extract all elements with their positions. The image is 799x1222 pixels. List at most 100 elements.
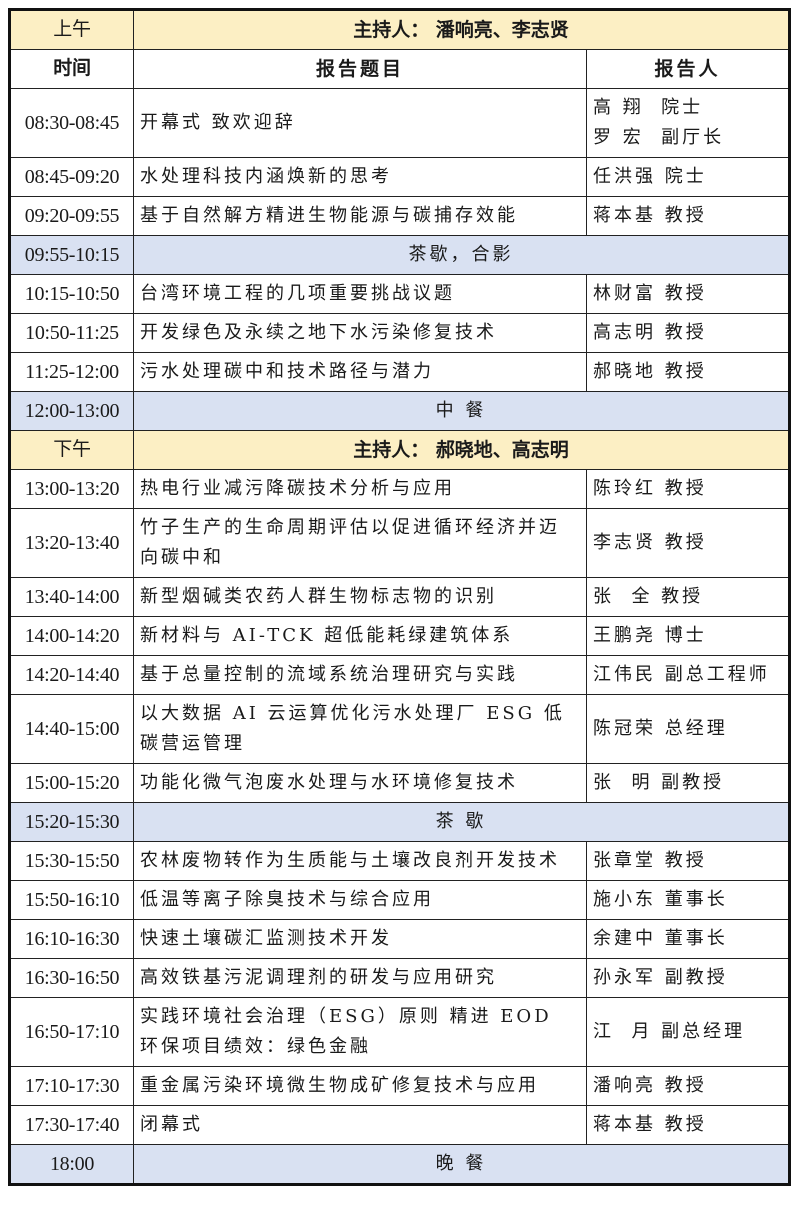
title-cell: 新材料与 AI-TCK 超低能耗绿建筑体系	[133, 616, 587, 656]
break-label: 中 餐	[133, 391, 790, 431]
time-cell: 08:30-08:45	[9, 88, 134, 158]
agenda-table: 上午 主持人： 潘响亮、李志贤 时间 报告题目 报告人 08:30-08:45 开幕式 致欢…	[8, 8, 791, 1186]
time-cell: 17:30-17:40	[9, 1105, 134, 1145]
agenda-row: 10:15-10:50 台湾环境工程的几项重要挑战议题 林财富 教授	[9, 274, 790, 314]
speaker-cell: 江 月 副总经理	[586, 997, 790, 1067]
speaker-cell: 施小东 董事长	[586, 880, 790, 920]
speaker-cell: 蒋本基 教授	[586, 196, 790, 236]
title-cell: 热电行业减污降碳技术分析与应用	[133, 469, 587, 509]
header-row: 时间 报告题目 报告人	[9, 49, 790, 89]
title-cell: 水处理科技内涵焕新的思考	[133, 157, 587, 197]
speaker-cell: 孙永军 副教授	[586, 958, 790, 998]
speaker-cell: 郝晓地 教授	[586, 352, 790, 392]
speaker-cell: 张章堂 教授	[586, 841, 790, 881]
time-cell: 16:10-16:30	[9, 919, 134, 959]
title-cell: 功能化微气泡废水处理与水环境修复技术	[133, 763, 587, 803]
agenda-row: 15:50-16:10 低温等离子除臭技术与综合应用 施小东 董事长	[9, 880, 790, 920]
speaker-cell: 江伟民 副总工程师	[586, 655, 790, 695]
break-time: 15:20-15:30	[9, 802, 134, 842]
time-cell: 13:40-14:00	[9, 577, 134, 617]
time-cell: 14:40-15:00	[9, 694, 134, 764]
break-row: 18:00 晚 餐	[9, 1144, 790, 1185]
title-cell: 新型烟碱类农药人群生物标志物的识别	[133, 577, 587, 617]
title-cell: 报告题目	[133, 49, 587, 89]
time-cell: 09:20-09:55	[9, 196, 134, 236]
speaker-cell: 高志明 教授	[586, 313, 790, 353]
agenda-row: 15:30-15:50 农林废物转作为生质能与土壤改良剂开发技术 张章堂 教授	[9, 841, 790, 881]
agenda-row: 14:40-15:00 以大数据 AI 云运算优化污水处理厂 ESG 低碳营运管理…	[9, 694, 790, 764]
title-cell: 快速土壤碳汇监测技术开发	[133, 919, 587, 959]
speaker-cell: 报告人	[586, 49, 790, 89]
speaker-cell: 潘响亮 教授	[586, 1066, 790, 1106]
time-cell: 13:00-13:20	[9, 469, 134, 509]
title-cell: 农林废物转作为生质能与土壤改良剂开发技术	[133, 841, 587, 881]
title-cell: 污水处理碳中和技术路径与潜力	[133, 352, 587, 392]
agenda-row: 17:10-17:30 重金属污染环境微生物成矿修复技术与应用 潘响亮 教授	[9, 1066, 790, 1106]
section-row: 上午 主持人： 潘响亮、李志贤	[9, 9, 790, 50]
agenda-row: 08:30-08:45 开幕式 致欢迎辞高 翔 院士 罗 宏 副厅长	[9, 88, 790, 158]
title-cell: 低温等离子除臭技术与综合应用	[133, 880, 587, 920]
time-cell: 14:00-14:20	[9, 616, 134, 656]
agenda-row: 16:30-16:50 高效铁基污泥调理剂的研发与应用研究 孙永军 副教授	[9, 958, 790, 998]
speaker-cell: 任洪强 院士	[586, 157, 790, 197]
speaker-cell: 蒋本基 教授	[586, 1105, 790, 1145]
title-cell: 基于自然解方精进生物能源与碳捕存效能	[133, 196, 587, 236]
title-cell: 开发绿色及永续之地下水污染修复技术	[133, 313, 587, 353]
session-label: 上午	[9, 9, 134, 50]
time-cell: 时间	[9, 49, 134, 89]
session-label: 下午	[9, 430, 134, 470]
session-host: 主持人： 郝晓地、高志明	[133, 430, 790, 470]
agenda-row: 16:10-16:30 快速土壤碳汇监测技术开发 余建中 董事长	[9, 919, 790, 959]
break-label: 晚 餐	[133, 1144, 790, 1185]
time-cell: 14:20-14:40	[9, 655, 134, 695]
title-cell: 闭幕式	[133, 1105, 587, 1145]
agenda-row: 13:00-13:20 热电行业减污降碳技术分析与应用 陈玲红 教授	[9, 469, 790, 509]
title-cell: 实践环境社会治理（ESG）原则 精进 EOD 环保项目绩效：绿色金融	[133, 997, 587, 1067]
time-cell: 16:30-16:50	[9, 958, 134, 998]
title-cell: 高效铁基污泥调理剂的研发与应用研究	[133, 958, 587, 998]
agenda-row: 14:00-14:20 新材料与 AI-TCK 超低能耗绿建筑体系 王鹏尧 博士	[9, 616, 790, 656]
time-cell: 13:20-13:40	[9, 508, 134, 578]
speaker-cell: 李志贤 教授	[586, 508, 790, 578]
time-cell: 11:25-12:00	[9, 352, 134, 392]
section-row: 下午 主持人： 郝晓地、高志明	[9, 430, 790, 470]
title-cell: 基于总量控制的流域系统治理研究与实践	[133, 655, 587, 695]
time-cell: 10:15-10:50	[9, 274, 134, 314]
speaker-cell: 陈冠荣 总经理	[586, 694, 790, 764]
title-cell: 台湾环境工程的几项重要挑战议题	[133, 274, 587, 314]
title-cell: 重金属污染环境微生物成矿修复技术与应用	[133, 1066, 587, 1106]
speaker-cell: 高 翔 院士 罗 宏 副厅长	[586, 88, 790, 158]
agenda-row: 08:45-09:20 水处理科技内涵焕新的思考 任洪强 院士	[9, 157, 790, 197]
agenda-row: 15:00-15:20 功能化微气泡废水处理与水环境修复技术张 明 副教授	[9, 763, 790, 803]
title-cell: 竹子生产的生命周期评估以促进循环经济并迈向碳中和	[133, 508, 587, 578]
agenda-row: 09:20-09:55 基于自然解方精进生物能源与碳捕存效能 蒋本基 教授	[9, 196, 790, 236]
speaker-cell: 张 全 教授	[586, 577, 790, 617]
break-label: 茶歇，合影	[133, 235, 790, 275]
break-row: 09:55-10:15 茶歇，合影	[9, 235, 790, 275]
time-cell: 08:45-09:20	[9, 157, 134, 197]
break-time: 18:00	[9, 1144, 134, 1185]
agenda-row: 14:20-14:40 基于总量控制的流域系统治理研究与实践 江伟民 副总工程师	[9, 655, 790, 695]
speaker-cell: 王鹏尧 博士	[586, 616, 790, 656]
speaker-cell: 张 明 副教授	[586, 763, 790, 803]
time-cell: 15:30-15:50	[9, 841, 134, 881]
time-cell: 17:10-17:30	[9, 1066, 134, 1106]
time-cell: 15:50-16:10	[9, 880, 134, 920]
agenda-row: 13:40-14:00 新型烟碱类农药人群生物标志物的识别张 全 教授	[9, 577, 790, 617]
agenda-row: 17:30-17:40 闭幕式 蒋本基 教授	[9, 1105, 790, 1145]
break-row: 15:20-15:30 茶 歇	[9, 802, 790, 842]
time-cell: 10:50-11:25	[9, 313, 134, 353]
time-cell: 15:00-15:20	[9, 763, 134, 803]
agenda-row: 16:50-17:10 实践环境社会治理（ESG）原则 精进 EOD 环保项目绩效…	[9, 997, 790, 1067]
session-host: 主持人： 潘响亮、李志贤	[133, 9, 790, 50]
agenda-row: 11:25-12:00 污水处理碳中和技术路径与潜力 郝晓地 教授	[9, 352, 790, 392]
break-time: 09:55-10:15	[9, 235, 134, 275]
title-cell: 开幕式 致欢迎辞	[133, 88, 587, 158]
agenda-row: 13:20-13:40 竹子生产的生命周期评估以促进循环经济并迈向碳中和 李志贤 教…	[9, 508, 790, 578]
speaker-cell: 陈玲红 教授	[586, 469, 790, 509]
break-label: 茶 歇	[133, 802, 790, 842]
speaker-cell: 余建中 董事长	[586, 919, 790, 959]
break-row: 12:00-13:00 中 餐	[9, 391, 790, 431]
break-time: 12:00-13:00	[9, 391, 134, 431]
time-cell: 16:50-17:10	[9, 997, 134, 1067]
